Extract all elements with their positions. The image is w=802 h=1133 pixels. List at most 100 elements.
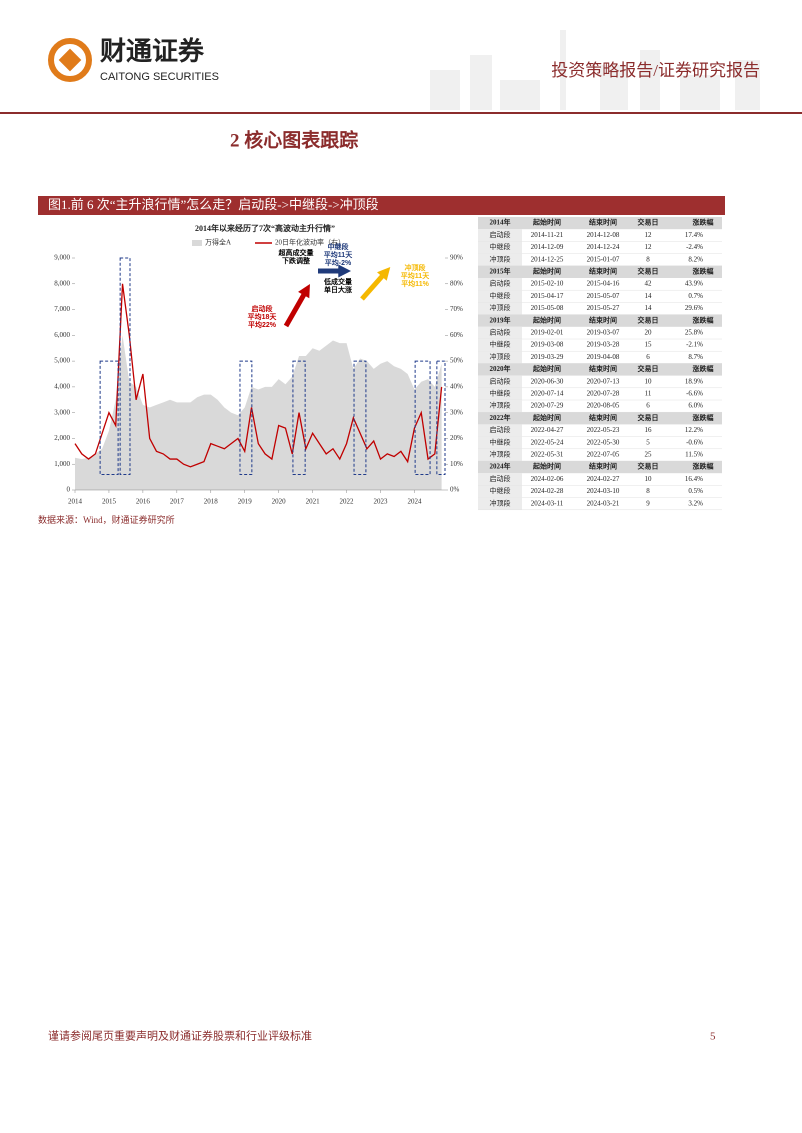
highlight-box	[119, 257, 131, 476]
annotation-text: 超高成交量	[279, 248, 314, 257]
table-cell: 16	[645, 426, 653, 434]
table-column-header: 起始时间	[532, 218, 561, 227]
table-cell: 2015-04-16	[587, 280, 620, 288]
y2-tick-label: 40%	[450, 382, 463, 390]
annotation-arrow	[283, 289, 309, 328]
annotation-text: 启动段	[252, 304, 273, 313]
y-tick-label: 7,000	[54, 305, 70, 313]
table-cell: 10	[645, 475, 653, 483]
table-cell: 中继段	[490, 242, 511, 251]
table-column-header: 起始时间	[532, 364, 561, 373]
table-column-header: 交易日	[638, 267, 659, 276]
y-tick-label: 5,000	[54, 357, 70, 365]
table-cell: 启动段	[490, 425, 511, 434]
annotation-text: 冲顶段	[405, 263, 426, 272]
y2-tick-label: 60%	[450, 331, 463, 339]
table-cell: 2014-12-09	[531, 243, 564, 251]
table-header-row	[478, 412, 722, 425]
y2-tick-label: 50%	[450, 357, 463, 365]
page-number: 5	[710, 1031, 716, 1043]
table-row-label-cell	[478, 241, 522, 254]
highlight-box	[353, 360, 367, 476]
y-tick-label: 8,000	[54, 279, 70, 287]
y2-tick-label: 20%	[450, 434, 463, 442]
table-column-header: 交易日	[638, 315, 659, 324]
y-tick-label: 1,000	[54, 460, 70, 468]
table-cell: 20	[645, 329, 653, 337]
table-cell: 2019-02-01	[531, 329, 564, 337]
y-tick-label: 3,000	[54, 408, 70, 416]
table-cell: 2015-01-07	[587, 255, 620, 263]
legend-swatch	[192, 240, 202, 246]
company-name-en: CAITONG SECURITIES	[100, 71, 219, 83]
table-cell: 2015-04-17	[531, 292, 564, 300]
table-cell: 冲顶段	[490, 254, 511, 263]
table-cell: 冲顶段	[490, 498, 511, 507]
table-year: 2014年	[490, 218, 511, 227]
table-cell: 11.5%	[685, 451, 703, 459]
table-row-label-cell	[478, 424, 522, 437]
table-column-header: 起始时间	[532, 413, 561, 422]
chart-title: 2014年以来经历了7次“高波动主升行情”	[195, 223, 335, 233]
table-cell: 2015-05-07	[587, 292, 620, 300]
table-cell: 17.4%	[685, 231, 703, 239]
highlight-box	[239, 360, 253, 476]
y-tick-label: 0	[67, 486, 71, 494]
table-column-header: 结束时间	[588, 364, 617, 373]
table-column-header: 涨跌幅	[693, 315, 714, 324]
table-year: 2024年	[490, 462, 511, 471]
table-row-label-cell	[478, 400, 522, 413]
table-cell: 2024-03-21	[587, 499, 620, 507]
annotation-arrow	[360, 271, 387, 301]
table-cell: 6	[646, 402, 650, 410]
annotation-text: 平均11天	[324, 250, 353, 259]
table-cell: 2022-05-24	[531, 438, 564, 446]
legend-label: 万得全A	[205, 238, 231, 247]
x-tick-label: 2015	[102, 498, 117, 506]
annotation-text: 平均11天	[401, 271, 430, 280]
table-cell: 25	[645, 451, 653, 459]
x-tick-label: 2014	[68, 498, 83, 506]
table-cell: 29.6%	[685, 304, 703, 312]
table-column-header: 涨跌幅	[693, 218, 714, 227]
x-tick-label: 2017	[170, 498, 185, 506]
table-header-row	[478, 217, 722, 230]
table-cell: 2024-03-10	[587, 487, 620, 495]
table-cell: 0.7%	[688, 292, 703, 300]
table-cell: 42	[645, 280, 653, 288]
table-cell: 14	[645, 292, 653, 300]
table-row-label-cell	[478, 375, 522, 388]
table-cell: 2019-04-08	[587, 353, 620, 361]
table-column-header: 起始时间	[532, 315, 561, 324]
table-cell: 6	[646, 353, 650, 361]
table-row-label-cell	[478, 278, 522, 291]
table-cell: 冲顶段	[490, 352, 511, 361]
table-cell: 43.9%	[685, 280, 703, 288]
x-tick-label: 2021	[306, 498, 321, 506]
table-row-label-cell	[478, 485, 522, 498]
x-tick-label: 2019	[238, 498, 253, 506]
table-cell: -6.6%	[686, 390, 703, 398]
table-cell: 0.5%	[688, 487, 703, 495]
table-cell: 2014-12-25	[531, 255, 564, 263]
table-column-header: 交易日	[638, 364, 659, 373]
table-cell: 中继段	[490, 340, 511, 349]
table-header-row	[478, 314, 722, 327]
table-year: 2022年	[490, 413, 511, 422]
y-tick-label: 4,000	[54, 382, 70, 390]
annotation-text: 中继段	[328, 242, 349, 251]
annotation-text: 平均-2%	[325, 258, 352, 267]
section-title: 2 核心图表跟踪	[230, 128, 358, 151]
annotation-text: 下跌调整	[282, 256, 310, 265]
table-column-header: 涨跌幅	[693, 413, 714, 422]
y-tick-label: 2,000	[54, 434, 70, 442]
table-cell: 启动段	[490, 474, 511, 483]
table-cell: 12	[645, 231, 653, 239]
table-cell: 启动段	[490, 376, 511, 385]
caption-bar	[38, 196, 725, 215]
table-column-header: 涨跌幅	[693, 364, 714, 373]
table-row-label-cell	[478, 473, 522, 486]
table-cell: 8.7%	[688, 353, 703, 361]
table-row-label-cell	[478, 448, 522, 461]
